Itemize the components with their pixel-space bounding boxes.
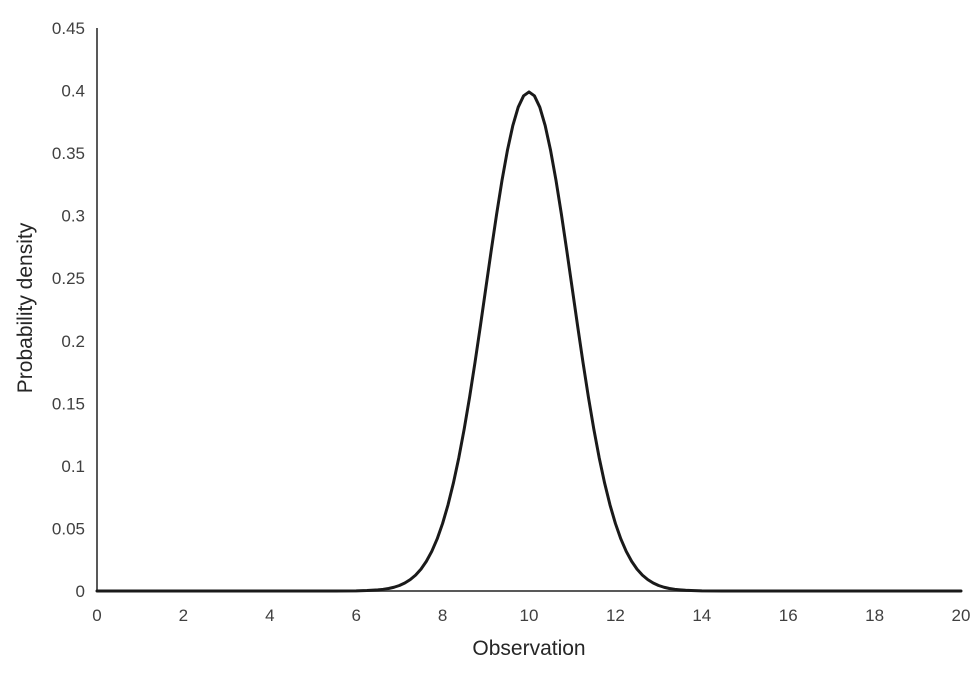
y-tick-label: 0.35 bbox=[52, 144, 85, 163]
x-tick-label: 4 bbox=[265, 606, 274, 625]
y-tick-label: 0.2 bbox=[61, 332, 85, 351]
y-tick-label: 0.4 bbox=[61, 82, 85, 101]
x-tick-label: 6 bbox=[351, 606, 360, 625]
x-tick-label: 0 bbox=[92, 606, 101, 625]
y-tick-label: 0.45 bbox=[52, 19, 85, 38]
x-tick-label: 8 bbox=[438, 606, 447, 625]
x-axis-title: Observation bbox=[472, 637, 586, 660]
x-tick-label: 12 bbox=[606, 606, 625, 625]
y-tick-label: 0.05 bbox=[52, 519, 85, 538]
y-axis-title: Probability density bbox=[14, 222, 37, 394]
y-tick-label: 0.15 bbox=[52, 394, 85, 413]
y-tick-label: 0.25 bbox=[52, 269, 85, 288]
density-curve bbox=[95, 90, 963, 593]
x-tick-label: 18 bbox=[865, 606, 884, 625]
x-tick-label: 2 bbox=[179, 606, 188, 625]
y-tick-label: 0.3 bbox=[61, 207, 85, 226]
x-tick-label: 14 bbox=[692, 606, 711, 625]
x-tick-label: 20 bbox=[952, 606, 971, 625]
y-tick-label: 0.1 bbox=[61, 457, 85, 476]
x-tick-label: 16 bbox=[779, 606, 798, 625]
x-tick-label: 10 bbox=[520, 606, 539, 625]
y-tick-label: 0 bbox=[76, 582, 85, 601]
